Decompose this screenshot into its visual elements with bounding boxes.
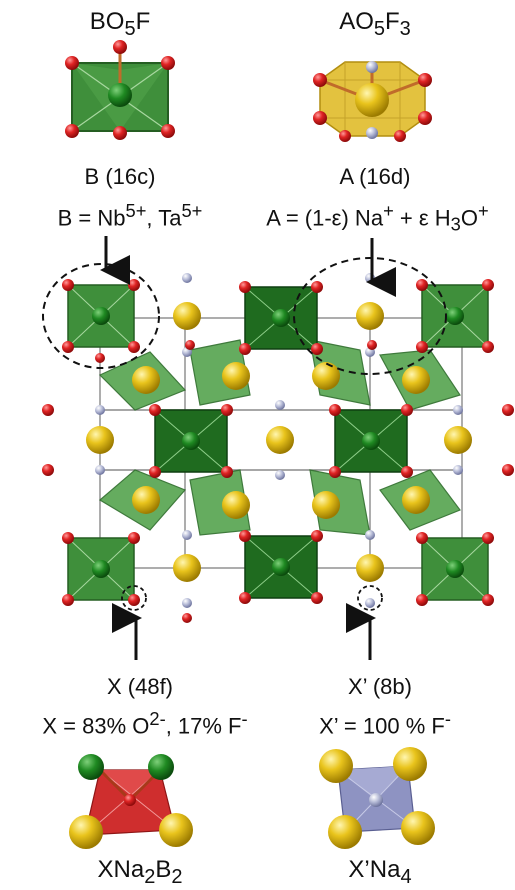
xprime-site-highlight <box>357 585 383 611</box>
xna2b2-polyhedron <box>69 754 193 849</box>
xna2b2-formula: XNa2B2 <box>97 856 183 888</box>
xprimena4-polyhedron <box>319 747 435 849</box>
ao5f3-polyhedron <box>313 61 432 142</box>
ao5f3-formula: AO5F3 <box>339 8 411 40</box>
a-site-highlight <box>293 257 447 375</box>
x-definition: X = 83% O2-, 17% F- <box>42 708 248 739</box>
xprimena4-formula: X’Na4 <box>348 856 412 888</box>
xprime-site-label: X’ (8b) <box>348 674 412 699</box>
b-site-label: B (16c) <box>84 164 156 189</box>
x-site-highlight <box>121 585 147 611</box>
a-definition: A = (1-ε) Na+ + ε H3O+ <box>266 200 489 235</box>
a-site-label: A (16d) <box>339 164 411 189</box>
x-site-label: X (48f) <box>106 674 174 699</box>
bo5f-formula: BO5F <box>89 8 151 40</box>
xprime-definition: X’ = 100 % F- <box>319 708 451 739</box>
b-definition: B = Nb5+, Ta5+ <box>57 200 203 231</box>
crystal-lattice <box>42 273 514 623</box>
bo5f-octahedron <box>65 40 175 140</box>
